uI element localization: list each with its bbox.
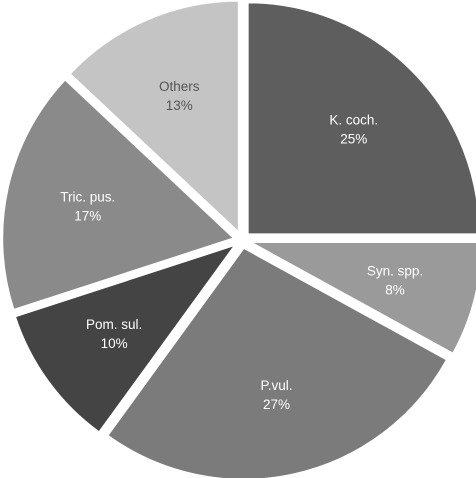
pie-slice [1, 78, 237, 312]
slice-category-label: P.vul. [260, 378, 292, 393]
slice-category-label: Syn. spp. [367, 263, 423, 278]
pie-slice [105, 246, 449, 478]
slice-percent-label: 8% [385, 282, 405, 297]
pie-slice [246, 1, 476, 236]
pie-labels: K. coch. 25% Syn. spp. 8% P.vul. 27% Pom. sul.… [60, 79, 423, 412]
slice-percent-label: 17% [74, 209, 101, 224]
slice-percent-label: 27% [263, 397, 290, 412]
slice-category-label: Tric. pus. [60, 190, 115, 205]
slice-category-label: Others [159, 79, 200, 94]
slice-category-label: Pom. sul. [86, 317, 142, 332]
pie-slice [68, 0, 240, 235]
slice-percent-label: 10% [101, 336, 128, 351]
slice-category-label: K. coch. [329, 112, 378, 127]
slice-percent-label: 25% [340, 131, 367, 146]
pie-slice [13, 242, 239, 434]
pie-slice [249, 240, 476, 356]
slice-percent-label: 13% [166, 98, 193, 113]
